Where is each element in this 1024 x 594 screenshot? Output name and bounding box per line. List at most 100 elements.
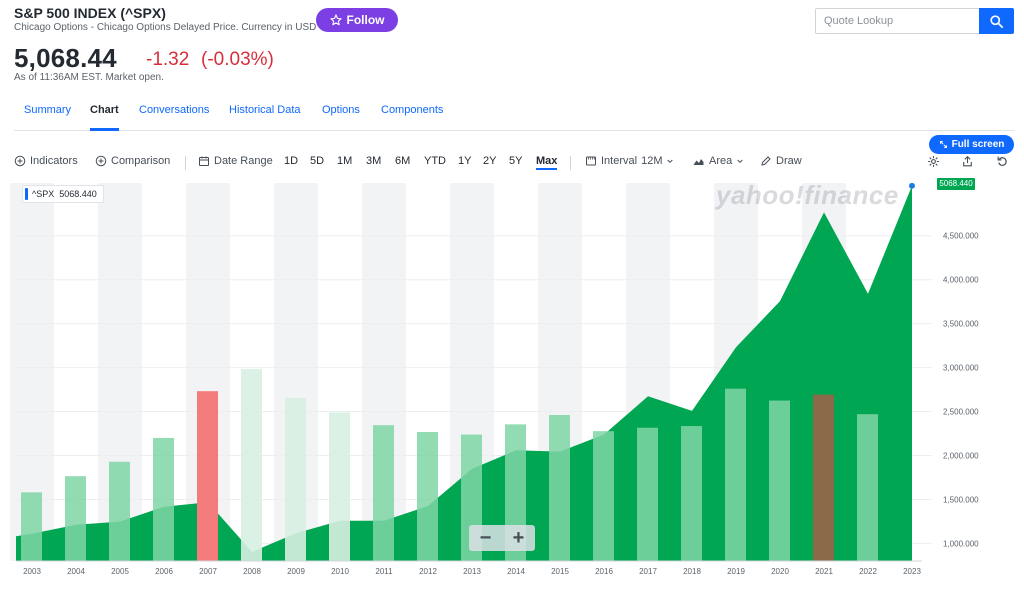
- tab-conversations[interactable]: Conversations: [139, 104, 210, 116]
- x-tick-label: 2003: [23, 567, 41, 576]
- comparison-button[interactable]: Comparison: [95, 155, 170, 167]
- reset-icon: [997, 156, 1007, 166]
- date-range-button[interactable]: Date Range: [198, 155, 273, 167]
- comparison-label: Comparison: [111, 155, 171, 167]
- y-tick-label: 4,500.000: [943, 232, 979, 241]
- follow-button[interactable]: Follow: [316, 8, 398, 32]
- quote-tabs: Summary Chart Conversations Historical D…: [14, 100, 1014, 131]
- chart-type-label: Area: [709, 155, 733, 167]
- chart-toolbar: Indicators Comparison Date Range 1D 5D 1…: [0, 155, 1024, 171]
- x-tick-label: 2015: [551, 567, 569, 576]
- series-legend: ^SPX 5068.440: [22, 185, 104, 203]
- x-tick-label: 2019: [727, 567, 745, 576]
- range-ytd[interactable]: YTD: [424, 155, 446, 167]
- search-button[interactable]: [979, 8, 1014, 34]
- interval-icon: [586, 156, 596, 166]
- indicators-label: Indicators: [30, 155, 78, 167]
- x-tick-label: 2017: [639, 567, 657, 576]
- range-5d[interactable]: 5D: [310, 155, 325, 167]
- range-6m[interactable]: 6M: [395, 155, 411, 167]
- range-5y[interactable]: 5Y: [509, 155, 523, 167]
- full-screen-label: Full screen: [951, 139, 1005, 150]
- volume-bar: [813, 394, 834, 561]
- follow-label: Follow: [346, 13, 385, 27]
- x-tick-label: 2006: [155, 567, 173, 576]
- calendar-icon: [199, 156, 209, 166]
- y-tick-label: 1,500.000: [943, 495, 979, 504]
- tab-historical-data[interactable]: Historical Data: [229, 104, 301, 116]
- tab-chart[interactable]: Chart: [90, 104, 119, 131]
- tab-components[interactable]: Components: [381, 104, 444, 116]
- volume-bar: [769, 400, 790, 561]
- price-chart[interactable]: 1,000.000 1,500.000 2,000.000 2,500.000 3,00…: [0, 175, 1024, 594]
- y-tick-label: 3,500.000: [943, 320, 979, 329]
- chevron-down-icon: [737, 159, 743, 164]
- range-3m[interactable]: 3M: [366, 155, 382, 167]
- star-icon: [329, 14, 342, 26]
- area-chart-icon: [693, 159, 704, 165]
- x-tick-label: 2021: [815, 567, 833, 576]
- y-tick-label: 2,500.000: [943, 408, 979, 417]
- interval-label: Interval: [601, 155, 638, 167]
- y-tick-label: 3,000.000: [943, 364, 979, 373]
- legend-symbol: ^SPX: [32, 189, 55, 199]
- x-tick-label: 2013: [463, 567, 481, 576]
- x-tick-label: 2023: [903, 567, 921, 576]
- volume-bar: [681, 426, 702, 561]
- range-2y[interactable]: 2Y: [483, 155, 497, 167]
- expand-icon: [939, 141, 947, 148]
- x-tick-label: 2020: [771, 567, 789, 576]
- x-tick-label: 2012: [419, 567, 437, 576]
- range-1y[interactable]: 1Y: [458, 155, 472, 167]
- legend-value: 5068.440: [59, 189, 97, 199]
- volume-bar: [725, 388, 746, 561]
- x-tick-label: 2010: [331, 567, 349, 576]
- tab-summary[interactable]: Summary: [24, 104, 72, 116]
- gear-icon: [928, 156, 939, 167]
- volume-bar: [21, 492, 42, 561]
- x-tick-label: 2005: [111, 567, 129, 576]
- range-1m[interactable]: 1M: [337, 155, 353, 167]
- full-screen-button[interactable]: Full screen: [929, 135, 1014, 154]
- share-button[interactable]: [961, 155, 974, 168]
- toolbar-divider: [185, 156, 186, 170]
- chevron-down-icon: [667, 159, 674, 164]
- search-icon: [990, 14, 1003, 28]
- zoom-out-button[interactable]: −: [479, 526, 492, 549]
- x-tick-label: 2008: [243, 567, 261, 576]
- chart-type-dropdown[interactable]: Area: [692, 155, 744, 167]
- range-1d[interactable]: 1D: [284, 155, 299, 167]
- volume-bar: [549, 415, 570, 561]
- volume-bar: [197, 391, 218, 561]
- indicators-button[interactable]: Indicators: [14, 155, 78, 167]
- pencil-icon: [761, 156, 771, 166]
- yahoo-finance-watermark: yahoo!finance: [716, 180, 899, 210]
- quote-lookup-input[interactable]: Quote Lookup: [815, 8, 979, 34]
- date-range-label: Date Range: [214, 155, 273, 167]
- volume-bar: [153, 437, 174, 561]
- draw-button[interactable]: Draw: [760, 155, 802, 167]
- plus-circle-icon: [14, 155, 26, 167]
- tab-options[interactable]: Options: [322, 104, 360, 116]
- volume-bar: [65, 476, 86, 561]
- quote-title: S&P 500 INDEX (^SPX): [14, 5, 166, 21]
- last-point-marker: [909, 182, 915, 189]
- y-tick-label: 2,000.000: [943, 452, 979, 461]
- volume-bar: [417, 432, 438, 561]
- toolbar-divider: [570, 156, 571, 170]
- x-tick-label: 2018: [683, 567, 701, 576]
- volume-bar: [637, 427, 658, 561]
- reset-button[interactable]: [996, 155, 1009, 168]
- volume-bar: [285, 398, 306, 561]
- y-tick-label: 1,000.000: [943, 539, 979, 548]
- settings-button[interactable]: [927, 155, 940, 168]
- interval-dropdown[interactable]: Interval 12M: [585, 155, 674, 167]
- price-change-percent: (-0.03%): [201, 49, 274, 70]
- y-tick-label: 4,000.000: [943, 276, 979, 285]
- range-max[interactable]: Max: [536, 155, 558, 170]
- zoom-in-button[interactable]: +: [512, 526, 525, 549]
- zoom-controls: − +: [469, 525, 535, 551]
- volume-bar: [241, 369, 262, 561]
- market-status: As of 11:36AM EST. Market open.: [14, 72, 164, 83]
- volume-bar: [329, 412, 350, 561]
